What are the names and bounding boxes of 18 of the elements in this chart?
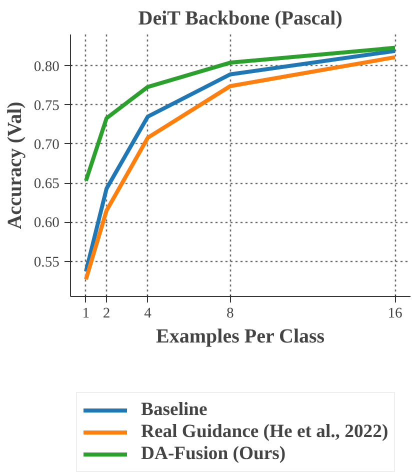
x-tick-label: 2 xyxy=(102,306,110,322)
y-tick-label: 0.65 xyxy=(34,176,60,192)
legend-label: DA-Fusion (Ours) xyxy=(141,443,286,465)
legend-label: Real Guidance (He et al., 2022) xyxy=(141,421,388,443)
y-tick-label: 0.80 xyxy=(34,58,60,75)
chart-title: DeiT Backbone (Pascal) xyxy=(138,8,342,30)
y-tick-label: 0.75 xyxy=(34,98,60,114)
line-series xyxy=(84,46,398,183)
y-tick-label: 0.70 xyxy=(34,136,60,153)
legend-label: Baseline xyxy=(141,399,208,421)
x-tick-label: 8 xyxy=(226,306,234,322)
x-tick-label: 4 xyxy=(144,306,152,322)
x-tick-label: 1 xyxy=(82,306,90,322)
y-tick-label: 0.55 xyxy=(34,254,60,270)
x-axis-title: Examples Per Class xyxy=(156,326,325,348)
x-tick-label: 16 xyxy=(388,306,402,322)
y-tick-label: 0.60 xyxy=(34,215,60,232)
y-axis-title: Accuracy (Val) xyxy=(4,102,26,230)
